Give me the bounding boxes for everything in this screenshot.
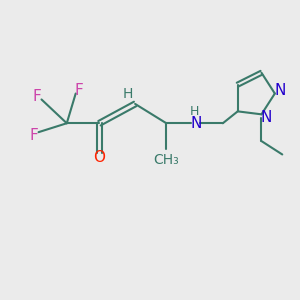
Text: N: N [260,110,272,125]
Text: H: H [190,106,199,118]
Text: H: H [122,86,133,100]
Text: O: O [94,150,106,165]
Text: N: N [190,116,202,131]
Text: F: F [74,83,83,98]
Text: CH₃: CH₃ [154,153,179,167]
Text: F: F [30,128,38,142]
Text: F: F [33,89,41,104]
Text: N: N [274,83,286,98]
